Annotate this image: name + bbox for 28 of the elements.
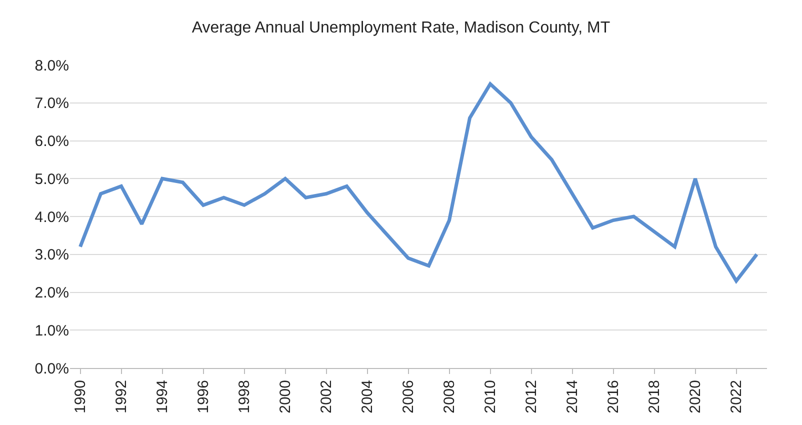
x-tick-label: 2002 — [318, 380, 336, 414]
y-tick-label: 4.0% — [34, 208, 69, 226]
y-tick-label: 8.0% — [34, 57, 69, 74]
y-tick-label: 1.0% — [34, 322, 69, 340]
x-tick-label: 1996 — [195, 380, 212, 414]
y-tick-label: 6.0% — [34, 133, 69, 150]
x-tick-label: 2010 — [482, 380, 500, 414]
x-tick-label: 2006 — [400, 380, 418, 414]
x-tick-label: 2020 — [687, 380, 704, 414]
chart-title: Average Annual Unemployment Rate, Madison County, MT — [192, 19, 610, 36]
y-tick-label: 7.0% — [34, 95, 69, 112]
y-tick-label: 2.0% — [34, 284, 69, 302]
x-tick-label: 2016 — [605, 380, 622, 414]
x-tick-label: 1998 — [236, 380, 254, 414]
x-tick-label: 2012 — [523, 380, 540, 414]
x-tick-label: 2004 — [359, 380, 376, 414]
x-tick-label: 1994 — [154, 380, 172, 414]
x-tick-label: 1990 — [72, 380, 90, 414]
y-tick-label: 0.0% — [34, 360, 69, 378]
y-tick-label: 5.0% — [34, 170, 69, 188]
x-tick-label: 1992 — [113, 380, 130, 414]
y-tick-label: 3.0% — [34, 246, 69, 264]
line-series — [78, 82, 758, 283]
x-tick-label: 2014 — [564, 380, 582, 414]
x-tick-label: 2000 — [277, 380, 294, 414]
x-tick-label: 2018 — [646, 380, 664, 414]
x-tick-label: 2022 — [728, 380, 746, 414]
x-tick-label: 2008 — [441, 380, 458, 414]
